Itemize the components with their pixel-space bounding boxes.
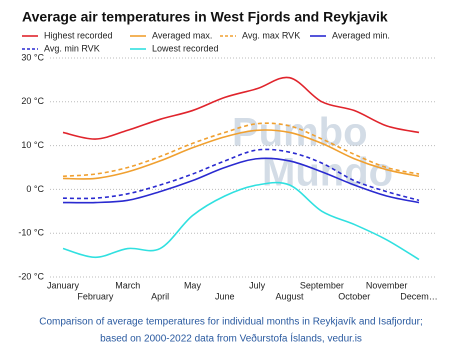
x-tick-label: Decem… <box>400 291 438 301</box>
legend-label: Averaged max. <box>152 30 212 40</box>
y-tick-label: 30 °C <box>21 52 44 62</box>
x-tick-label: May <box>184 280 202 290</box>
line-series <box>62 157 420 204</box>
x-tick-label: November <box>366 280 408 290</box>
y-tick-label: -20 °C <box>18 271 44 281</box>
x-tick-label: March <box>115 280 140 290</box>
y-tick-label: 20 °C <box>21 96 44 106</box>
legend-label: Lowest recorded <box>152 43 219 53</box>
line-series <box>62 181 420 261</box>
x-tick-label: June <box>215 291 235 301</box>
y-tick-label: -10 °C <box>18 228 44 238</box>
legend-label: Averaged min. <box>332 30 390 40</box>
x-tick-label: July <box>249 280 266 290</box>
line-series <box>62 122 420 178</box>
x-tick-label: September <box>300 280 344 290</box>
x-tick-label: October <box>338 291 370 301</box>
legend-label: Avg. min RVK <box>44 43 100 53</box>
y-tick-label: 0 °C <box>26 184 44 194</box>
x-tick-label: January <box>47 280 80 290</box>
legend-label: Avg. max RVK <box>242 30 300 40</box>
legend-label: Highest recorded <box>44 30 113 40</box>
x-tick-label: August <box>276 291 305 301</box>
x-tick-label: April <box>151 291 169 301</box>
chart-title: Average air temperatures in West Fjords … <box>22 9 388 25</box>
y-tick-label: 10 °C <box>21 140 44 150</box>
watermark: Pumbo <box>232 111 368 155</box>
line-series <box>62 148 420 202</box>
line-series <box>62 76 420 140</box>
caption: based on 2000-2022 data from Veðurstofa … <box>100 332 362 345</box>
caption: Comparison of average temperatures for i… <box>39 317 423 328</box>
line-series <box>62 129 420 180</box>
x-tick-label: February <box>77 291 114 301</box>
